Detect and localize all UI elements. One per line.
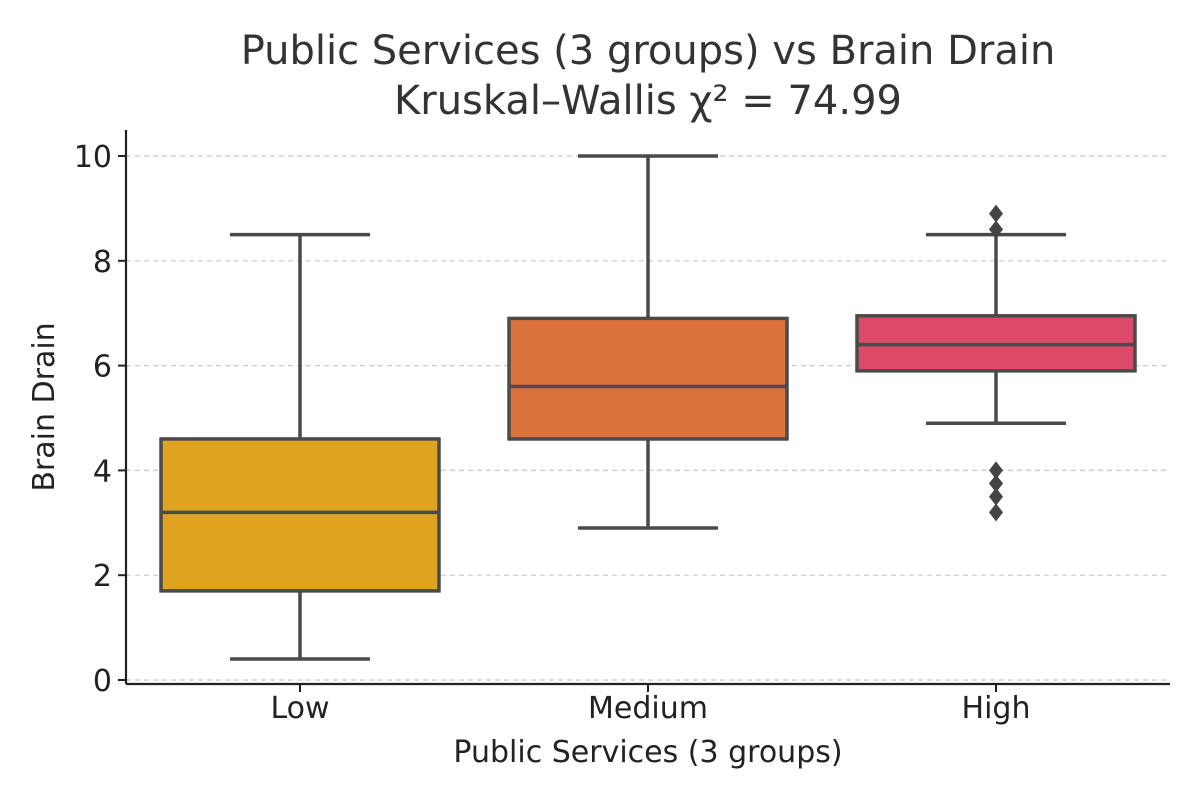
outlier-high-2	[989, 461, 1003, 480]
chart-title: Public Services (3 groups) vs Brain Drai…	[241, 28, 1056, 74]
y-ticks: 0 2 4 6 8 10	[74, 140, 126, 699]
y-tick-label-2: 2	[93, 559, 112, 594]
box-medium	[507, 316, 789, 441]
box-group-high	[855, 204, 1137, 522]
y-tick-label-4: 4	[93, 454, 112, 489]
outlier-high-3	[989, 474, 1003, 493]
x-tick-label-medium: Medium	[588, 691, 708, 726]
chart-subtitle: Kruskal–Wallis χ² = 74.99	[394, 78, 902, 124]
box-group-medium	[507, 154, 789, 530]
x-axis-label: Public Services (3 groups)	[453, 735, 842, 770]
outlier-high-0	[989, 204, 1003, 223]
y-tick-label-0: 0	[93, 664, 112, 699]
y-tick-label-10: 10	[74, 140, 112, 175]
boxes	[159, 154, 1137, 661]
outlier-high-5	[989, 503, 1003, 522]
outlier-high-4	[989, 487, 1003, 506]
y-axis-label: Brain Drain	[27, 322, 62, 491]
box-group-low	[159, 232, 441, 661]
outlier-high-1	[989, 220, 1003, 239]
x-tick-label-low: Low	[270, 691, 329, 726]
y-tick-label-8: 8	[93, 245, 112, 280]
x-ticks: Low Medium High	[270, 684, 1030, 726]
y-tick-label-6: 6	[93, 350, 112, 385]
box-low	[159, 437, 441, 593]
x-tick-label-high: High	[962, 691, 1031, 726]
